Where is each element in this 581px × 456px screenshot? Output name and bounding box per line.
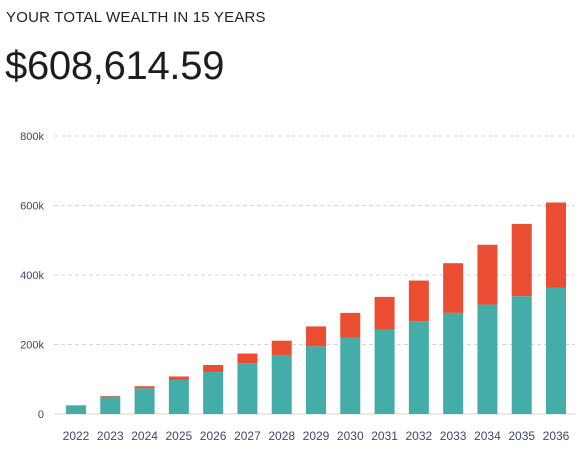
- bar-principal: [546, 287, 566, 414]
- x-tick-label: 2031: [371, 429, 398, 443]
- bar-growth: [443, 263, 464, 313]
- x-tick-label: 2022: [63, 429, 90, 443]
- x-tick-label: 2024: [131, 429, 158, 443]
- bar-growth: [477, 244, 498, 305]
- y-tick-label: 600k: [20, 201, 44, 213]
- bar-growth: [340, 312, 361, 338]
- bar-growth: [168, 376, 189, 380]
- x-tick-label: 2027: [234, 429, 261, 443]
- y-tick-label: 400k: [20, 270, 44, 282]
- bar-growth: [408, 280, 429, 322]
- bar-growth: [100, 395, 121, 397]
- x-tick-label: 2026: [200, 429, 227, 443]
- bar-growth: [511, 223, 532, 297]
- bar-growth: [306, 326, 326, 347]
- x-tick-label: 2030: [337, 429, 364, 443]
- bar-principal: [477, 304, 498, 414]
- y-tick-label: 200k: [20, 340, 44, 352]
- y-tick-label: 0: [38, 409, 44, 421]
- bar-principal: [271, 354, 292, 414]
- bar-principal: [168, 379, 189, 414]
- bar-principal: [408, 321, 429, 414]
- bar-principal: [306, 346, 326, 414]
- bar-principal: [66, 405, 86, 414]
- x-tick-label: 2028: [268, 429, 295, 443]
- x-tick-label: 2029: [303, 429, 330, 443]
- x-tick-label: 2036: [543, 429, 570, 443]
- x-axis-ticks: 2022 2023 2024 2025 2026 2027 2028 2029 2030 2031…: [63, 429, 570, 443]
- y-tick-label: 800k: [20, 131, 44, 143]
- bar-growth: [271, 340, 292, 355]
- bar-principal: [203, 371, 224, 414]
- x-tick-label: 2023: [97, 429, 124, 443]
- bar-principal: [511, 296, 532, 414]
- x-tick-label: 2035: [508, 429, 535, 443]
- bar-principal: [237, 363, 258, 414]
- bar-principal: [374, 329, 395, 414]
- bar-principal: [100, 396, 121, 414]
- bar-principal: [340, 337, 361, 414]
- bar-growth: [546, 202, 566, 288]
- bar-principal: [443, 312, 464, 414]
- bar-growth: [374, 296, 395, 330]
- bar-growth: [203, 365, 224, 372]
- y-axis-ticks: 0 200k 400k 600k 800k: [20, 131, 44, 421]
- x-tick-label: 2033: [440, 429, 467, 443]
- x-tick-label: 2032: [406, 429, 433, 443]
- chart-heading: YOUR TOTAL WEALTH IN 15 YEARS: [6, 9, 266, 26]
- x-tick-label: 2025: [166, 429, 193, 443]
- bar-principal: [134, 388, 155, 414]
- bars: [66, 202, 566, 414]
- x-tick-label: 2034: [474, 429, 501, 443]
- bar-growth: [237, 353, 258, 364]
- total-wealth-value: $608,614.59: [5, 44, 225, 88]
- bar-growth: [134, 386, 155, 389]
